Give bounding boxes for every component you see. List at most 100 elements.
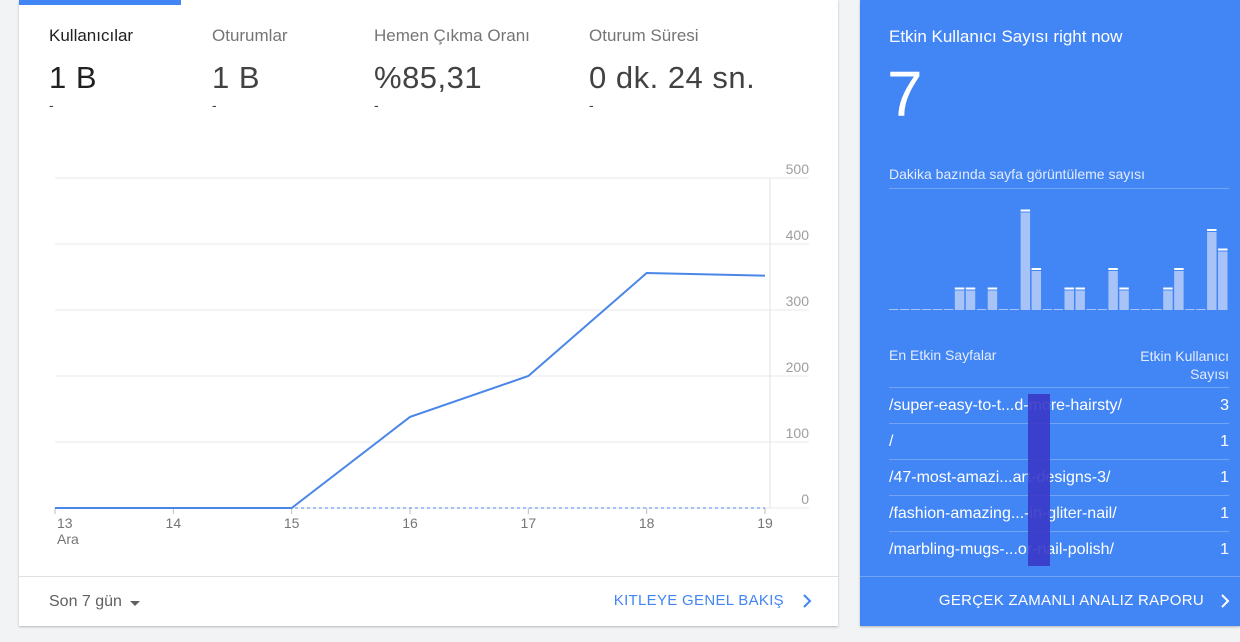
page-active-users: 1 [1220,469,1229,486]
metric-session-duration[interactable]: Oturum Süresi 0 dk. 24 sn. - [589,26,755,112]
realtime-title: Etkin Kullanıcı Sayısı right now [889,27,1123,46]
metric-label: Kullanıcılar [49,26,134,45]
top-page-row[interactable]: /marbling-mugs-...or-nail-polish/ 1 [889,531,1229,567]
page-path: /marbling-mugs-...or-nail-polish/ [889,541,1114,558]
y-tick-label: 500 [786,161,810,177]
chevron-right-icon [1221,593,1230,608]
pageview-bar [965,290,976,310]
bar-cap [1020,209,1031,212]
y-tick-label: 400 [786,227,810,243]
y-tick-label: 0 [801,491,809,507]
active-users-column-label: Etkin Kullanıcı Sayısı [1140,347,1229,383]
realtime-report-label: GERÇEK ZAMANLI ANALIZ RAPORU [938,592,1204,609]
metric-value: 1 B [49,60,98,95]
card-footer: Son 7 gün KITLEYE GENEL BAKIŞ [19,576,838,626]
pageview-bar [987,290,998,310]
realtime-footer: GERÇEK ZAMANLI ANALIZ RAPORU [860,576,1240,626]
audience-overview-label: KITLEYE GENEL BAKIŞ [613,592,784,609]
top-page-row[interactable]: /super-easy-to-t...d-more-hairsty/ 3 [889,387,1229,423]
metric-bounce-rate[interactable]: Hemen Çıkma Oranı %85,31 - [374,26,530,112]
pageview-bar-empty [1130,309,1140,310]
y-tick-label: 300 [786,293,810,309]
bar-cap [1075,287,1085,290]
bar-cap [987,287,998,290]
top-page-row[interactable]: / 1 [889,423,1229,459]
x-tick-label: 19 [757,515,773,531]
date-range-label: Son 7 gün [49,593,122,610]
audience-overview-link[interactable]: KITLEYE GENEL BAKIŞ [614,592,812,609]
top-page-row[interactable]: /fashion-amazing...-in-gliter-nail/ 1 [889,495,1229,531]
metric-value: %85,31 [374,60,483,95]
bar-cap [1207,229,1217,231]
pageview-bar-empty [1196,309,1206,310]
page-active-users: 3 [1220,397,1229,414]
x-tick-label: 14 [166,515,182,531]
page-active-users: 1 [1220,541,1229,558]
pageview-bar-empty [998,309,1009,310]
page-path: /47-most-amazi...art-designs-3/ [889,469,1111,486]
bar-cap [1031,268,1042,270]
page-path: /super-easy-to-t...d-more-hairsty/ [889,397,1122,414]
pageview-bar-empty [889,309,899,310]
pageview-bar-empty [976,309,987,310]
pageview-bar-empty [1152,309,1162,310]
x-tick-label: 16 [402,515,418,531]
metric-label: Hemen Çıkma Oranı [374,26,530,45]
realtime-report-link[interactable]: GERÇEK ZAMANLI ANALIZ RAPORU [939,592,1230,609]
active-users-column-line1: Etkin Kullanıcı [1140,348,1229,364]
metric-change: - [374,97,379,113]
pageview-bar [1207,232,1217,310]
pageview-bar [1075,290,1085,310]
bar-cap [1163,287,1173,290]
selection-overlay [1028,394,1050,566]
y-tick-label: 100 [786,425,810,441]
active-users-column-line2: Sayısı [1190,366,1229,382]
date-range-dropdown[interactable]: Son 7 gün [49,593,140,611]
bar-cap [1108,268,1118,270]
y-tick-label: 200 [786,359,810,375]
users-line-chart: 0 100 200 300 400 500 13 14 15 16 17 18 19 Ara [54,161,810,547]
x-tick-sublabel: Ara [57,531,79,547]
pageview-bar [1064,290,1074,310]
pageview-bar-empty [1009,309,1020,310]
chevron-right-icon [803,593,812,608]
page-path: / [889,433,894,450]
bar-cap [954,287,965,290]
realtime-card: Etkin Kullanıcı Sayısı right now 7 Dakik… [860,0,1240,626]
pageview-bar-empty [1053,309,1063,310]
bar-cap [1119,287,1129,290]
page-path: /fashion-amazing...-in-gliter-nail/ [889,505,1117,522]
caret-down-icon [129,600,140,606]
metric-label: Oturumlar [212,26,288,45]
pageview-bar [1108,271,1118,310]
metric-label: Oturum Süresi [589,26,699,45]
pageview-bar-empty [899,309,910,310]
bar-cap [1218,248,1228,251]
pageview-bar [954,290,965,310]
x-tick-label: 13 [57,515,73,531]
top-page-row[interactable]: /47-most-amazi...art-designs-3/ 1 [889,459,1229,495]
metric-value: 0 dk. 24 sn. [589,60,756,95]
x-tick-label: 15 [284,515,300,531]
pageview-bar-empty [910,309,921,310]
active-users-count: 7 [887,58,923,130]
users-series-line [55,272,766,509]
page-active-users: 1 [1220,505,1229,522]
pageview-bar-empty [1097,309,1107,310]
pageview-bar-empty [943,309,954,310]
pageview-bar [1119,290,1129,310]
pageview-bar-empty [1086,309,1096,310]
x-tick-label: 18 [639,515,655,531]
metric-sessions[interactable]: Oturumlar 1 B - [212,26,288,112]
metric-change: - [49,97,54,113]
pageview-bar [1163,290,1173,310]
audience-overview-card: Kullanıcılar 1 B - Oturumlar 1 B - Hemen… [19,0,838,626]
metric-change: - [589,97,594,113]
metric-users[interactable]: Kullanıcılar 1 B - [49,26,133,112]
pageviews-bar-chart [889,209,1228,310]
pageview-bar [1218,251,1228,310]
metric-value: 1 B [212,60,261,95]
top-pages-column-label: En Etkin Sayfalar [889,347,997,363]
metric-change: - [212,97,217,113]
pageview-bar-empty [932,309,943,310]
